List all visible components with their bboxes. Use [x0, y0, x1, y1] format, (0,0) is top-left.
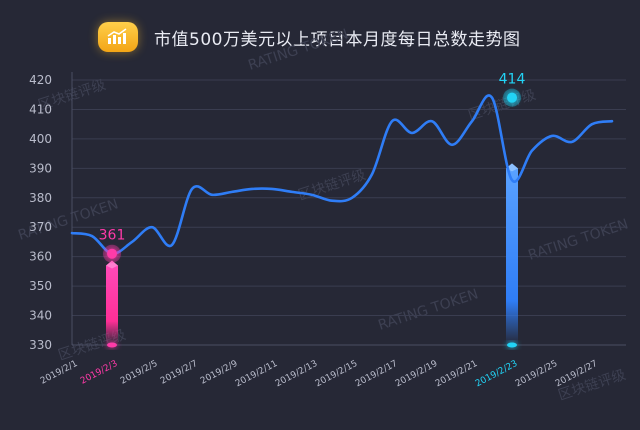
chart-title: 市值500万美元以上项目本月度每日总数走势图: [154, 29, 521, 50]
watermark-text: RATING TOKEN: [376, 286, 480, 333]
watermark-text: 区块链评级: [466, 87, 538, 124]
y-tick-label: 330: [29, 338, 52, 352]
bar-chart-icon: [98, 22, 138, 52]
highlight-bar-base: [507, 342, 517, 348]
x-tick-label: 2019/2/15: [314, 359, 359, 389]
watermark-text: RATING TOKEN: [246, 26, 350, 73]
x-tick-label: 2019/2/23: [474, 359, 519, 389]
highlight-bar: [106, 265, 118, 345]
x-axis: 2019/2/1 2019/2/3 2019/2/5 2019/2/7 2019/2/9…: [39, 359, 599, 390]
y-tick-label: 370: [29, 220, 52, 234]
y-tick-label: 360: [29, 250, 52, 264]
chart-header: 市值500万美元以上项目本月度每日总数走势图: [98, 22, 520, 52]
highlight-label: 414: [499, 72, 526, 88]
highlight-bars: [106, 163, 518, 348]
series-line-path: [70, 94, 614, 256]
x-tick-label: 2019/2/17: [354, 359, 399, 389]
highlight-label: 361: [99, 228, 126, 244]
highlight-point: [107, 248, 117, 259]
y-tick-label: 390: [29, 161, 52, 175]
highlight-bar-base: [107, 342, 117, 348]
x-tick-label: 2019/2/7: [159, 359, 199, 387]
highlight-markers: 361 414: [99, 72, 526, 263]
x-tick-label: 2019/2/9: [199, 359, 240, 387]
x-tick-label: 2019/2/3: [79, 359, 119, 387]
series-line: [70, 94, 614, 256]
x-tick-label: 2019/2/11: [234, 359, 279, 389]
x-tick-label: 2019/2/19: [394, 359, 440, 390]
x-tick-label: 2019/2/5: [119, 359, 159, 387]
highlight-point: [507, 92, 517, 103]
grid-lines: [72, 79, 626, 346]
y-axis: 330 340 350 360 370 380 390 400 410 420: [29, 72, 626, 352]
x-tick-label: 2019/2/25: [514, 359, 559, 389]
highlight-bar: [506, 168, 518, 345]
y-tick-label: 380: [29, 191, 52, 205]
y-tick-label: 410: [29, 102, 52, 116]
x-tick-label: 2019/2/21: [434, 359, 479, 389]
y-tick-label: 350: [29, 279, 52, 293]
x-tick-label: 2019/2/13: [274, 359, 319, 389]
y-tick-label: 400: [29, 132, 52, 146]
highlight-bar-cap: [106, 260, 118, 269]
x-tick-label: 2019/2/1: [39, 359, 79, 387]
y-tick-label: 340: [29, 309, 52, 323]
y-tick-label: 420: [29, 73, 52, 87]
